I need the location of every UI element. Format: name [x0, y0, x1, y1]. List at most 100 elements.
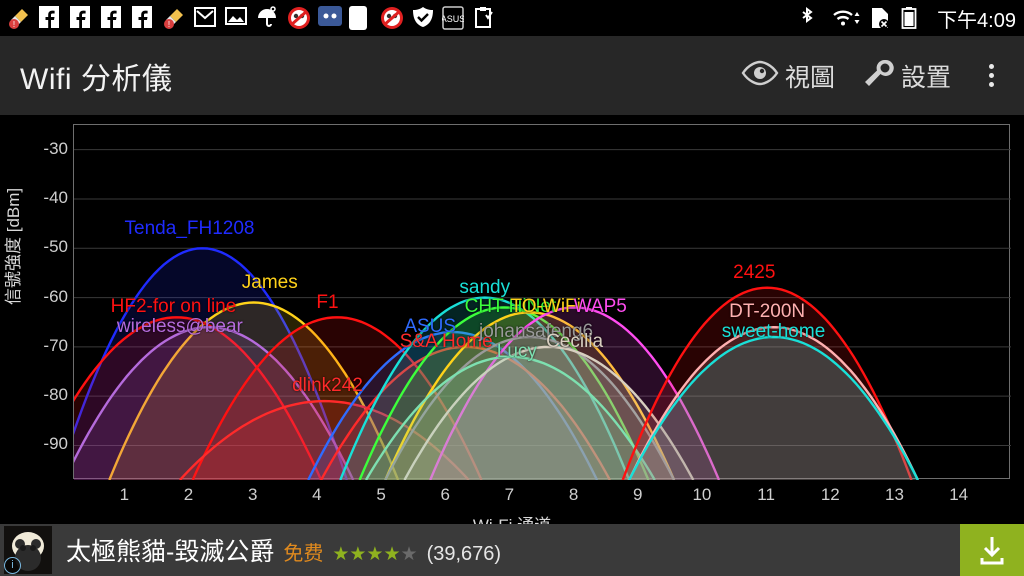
- action-bar: Wifi 分析儀 視圖 設置: [0, 36, 1024, 115]
- x-tick-13: 14: [949, 485, 969, 504]
- signal-curve: [628, 325, 919, 480]
- ssid-label: ASUS: [404, 316, 457, 338]
- facebook-icon-1: [39, 6, 63, 30]
- signal-curve: [191, 316, 483, 480]
- ssid-label: HF2-for on line: [110, 296, 237, 318]
- clipboard-icon: [473, 6, 497, 30]
- star-icon: ★: [383, 544, 401, 565]
- settings-button[interactable]: 設置: [861, 58, 951, 94]
- x-tick-9: 10: [692, 485, 712, 504]
- x-tick-3: 4: [312, 485, 322, 504]
- signal-area: [74, 248, 347, 480]
- ssid-label: Tenda_FH1208: [124, 217, 255, 239]
- ad-download-button[interactable]: [960, 524, 1024, 576]
- signal-curve: [384, 335, 676, 480]
- ssid-label: sandy: [459, 276, 511, 298]
- ssid-label: Lucy: [496, 340, 537, 362]
- signal-curve: [74, 247, 348, 480]
- x-tick-1: 2: [183, 485, 194, 504]
- overflow-dot-2: [989, 73, 994, 78]
- blocker-icon-2: [380, 6, 404, 30]
- signal-curve: [74, 325, 355, 480]
- signal-curve: [621, 286, 913, 480]
- x-tick-12: 13: [885, 485, 904, 504]
- status-bar-notification-icons: ! ! ASUS: [8, 6, 799, 30]
- signal-area: [359, 307, 649, 480]
- ssid-label: CHT HiNet: [464, 296, 557, 318]
- ad-banner[interactable]: i 太極熊貓-毀滅公爵 免费 ★★★★★ (39,676): [0, 524, 1024, 576]
- x-tick-0: 1: [119, 485, 130, 504]
- ssid-label: 2425: [733, 261, 776, 283]
- gmail-icon: [194, 6, 218, 30]
- check-shield-icon: [411, 6, 435, 30]
- settings-button-label: 設置: [900, 63, 951, 92]
- ssid-label: sweet-home: [721, 321, 826, 343]
- ssid-label: WAP5: [573, 296, 627, 318]
- x-tick-10: 11: [757, 485, 775, 504]
- ad-thumbnail: i: [4, 526, 52, 574]
- overflow-menu-button[interactable]: [979, 60, 1004, 91]
- y-tick-4: -70: [43, 335, 68, 355]
- star-icon: ★: [332, 544, 350, 565]
- sim-card-off-icon: [869, 6, 893, 30]
- x-tick-4: 5: [376, 485, 386, 504]
- star-icon: ★: [349, 544, 367, 565]
- ad-info-badge[interactable]: i: [4, 557, 21, 574]
- signal-curve: [628, 335, 919, 480]
- eye-icon: [741, 60, 779, 91]
- y-axis-label: 信號強度 [dBm]: [4, 187, 23, 305]
- signal-area: [192, 317, 482, 480]
- status-bar-system-icons: 下午4:09: [799, 4, 1016, 33]
- app-title: Wifi 分析儀: [20, 62, 173, 96]
- signal-curve: [179, 399, 470, 480]
- signal-curve: [339, 296, 631, 480]
- cleaner-icon-2: !: [163, 6, 187, 30]
- signal-area: [366, 356, 655, 480]
- y-tick-6: -90: [43, 434, 68, 454]
- signal-curve: [307, 330, 599, 480]
- x-tick-2: 3: [247, 485, 258, 504]
- facebook-icon-2: [70, 6, 94, 30]
- view-button[interactable]: 視圖: [741, 58, 835, 94]
- signal-area: [404, 346, 694, 480]
- svg-text:ASUS: ASUS: [442, 14, 464, 24]
- y-axis-ticks: -30 -40 -50 -60 -70 -80 -90: [22, 124, 68, 479]
- signal-curve: [74, 316, 323, 480]
- status-bar-clock: 下午4:09: [937, 9, 1016, 32]
- y-tick-0: -30: [43, 138, 68, 158]
- blank-card-icon: [349, 6, 373, 30]
- signal-area: [74, 327, 354, 480]
- umbrella-icon: [256, 6, 280, 30]
- ad-rating-stars: ★★★★★: [332, 543, 417, 566]
- signal-area: [385, 337, 675, 480]
- star-icon: ★: [366, 544, 384, 565]
- ssid-label: DT-200N: [729, 301, 806, 323]
- wifi-signal-icon: [831, 6, 861, 30]
- game-controller-icon: [318, 6, 342, 30]
- star-icon: ★: [400, 544, 418, 565]
- plot-canvas[interactable]: Tenda_FH1208 James HF2-for on line wireless…: [73, 124, 1011, 480]
- ssid-label: dlink242: [292, 375, 363, 397]
- overflow-dot-3: [989, 82, 994, 87]
- overflow-dot-1: [989, 64, 994, 69]
- signal-area: [629, 337, 918, 480]
- y-tick-2: -50: [43, 237, 68, 257]
- facebook-icon-3: [101, 6, 125, 30]
- x-axis-ticks: 1 2 3 4 5 6 7 8 9 10 11 12 13 14: [73, 485, 1010, 509]
- x-tick-5: 6: [440, 485, 450, 504]
- y-tick-3: -60: [43, 286, 68, 306]
- ad-review-count: (39,676): [426, 543, 502, 565]
- ssid-label: TO-WiFi: [510, 296, 581, 318]
- signal-area: [430, 307, 719, 480]
- ssid-label: johansafeng6: [479, 321, 594, 343]
- signal-curve: [108, 301, 400, 480]
- ad-text-block: 太極熊貓-毀滅公爵 免费 ★★★★★ (39,676): [58, 532, 960, 568]
- x-tick-8: 9: [633, 485, 643, 504]
- x-tick-11: 12: [820, 485, 840, 504]
- bluetooth-icon: [799, 6, 823, 30]
- signal-area: [622, 287, 912, 480]
- signal-curves: [74, 149, 1011, 480]
- signal-curve: [429, 306, 721, 480]
- ssid-label: wireless@bear: [116, 316, 243, 338]
